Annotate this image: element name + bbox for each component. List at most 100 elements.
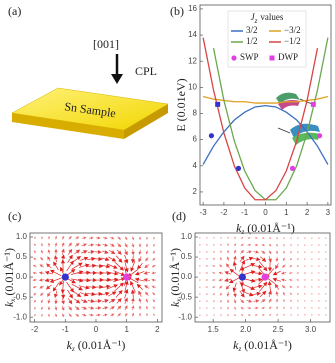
label-subscript: z — [241, 228, 245, 236]
field-arrow — [205, 257, 208, 260]
label-subscript: z — [238, 345, 242, 353]
field-arrow — [68, 305, 72, 311]
panel-a: (a) Sn Sample [001] CPL — [8, 4, 169, 139]
inset-arrow — [277, 127, 291, 134]
field-arrow — [81, 313, 87, 317]
field-arrow — [318, 244, 320, 247]
y-tick-label: 1.0 — [16, 232, 28, 241]
field-arrow — [310, 286, 313, 288]
field-arrow — [220, 307, 222, 310]
field-arrow — [213, 243, 215, 246]
direction-label: [001] — [93, 37, 119, 51]
label-unit: (0.01Å⁻¹) — [244, 338, 292, 352]
field-arrow — [324, 300, 327, 302]
y-tick-label: 10 — [188, 82, 197, 91]
field-arrow — [199, 243, 201, 246]
field-arrow — [310, 293, 313, 295]
field-arrow — [261, 306, 266, 310]
field-arrow — [88, 306, 95, 310]
field-arrow — [303, 293, 306, 295]
field-arrow — [116, 297, 122, 304]
field-arrow — [87, 250, 95, 254]
field-arrow — [47, 256, 51, 262]
field-arrow — [233, 249, 237, 254]
field-arrow — [304, 306, 306, 309]
field-arrow — [317, 279, 320, 281]
field-arrow — [47, 306, 51, 311]
field-arrow — [40, 313, 44, 317]
crossing-point — [235, 165, 242, 171]
field-arrow — [268, 256, 272, 263]
field-arrow — [275, 243, 278, 247]
field-arrow — [258, 261, 268, 272]
field-arrow — [205, 272, 208, 274]
field-arrow — [110, 313, 115, 317]
field-arrow — [318, 306, 320, 309]
x-tick-label: -2 — [31, 325, 39, 334]
field-arrow — [275, 263, 279, 270]
label-symbol: k — [236, 221, 242, 235]
field-arrow — [34, 236, 37, 240]
field-arrow — [276, 313, 278, 316]
legend-box — [227, 10, 307, 68]
field-arrow — [226, 243, 229, 247]
field-arrow — [40, 242, 44, 247]
y-tick-label: 8 — [193, 109, 198, 118]
field-arrow — [53, 261, 59, 271]
field-arrow — [213, 250, 215, 253]
field-arrow — [117, 305, 122, 311]
band-insets — [276, 92, 320, 145]
field-arrow — [74, 298, 81, 304]
field-arrow — [124, 280, 129, 293]
field-arrow — [311, 251, 313, 254]
field-arrow — [198, 258, 201, 260]
field-arrow — [206, 250, 208, 253]
field-arrow — [45, 284, 52, 290]
crossing-point — [208, 133, 215, 139]
field-arrow — [324, 279, 327, 281]
field-arrow — [247, 243, 252, 247]
field-arrow — [88, 236, 94, 240]
x-tick-label: 1.5 — [208, 325, 220, 334]
y-tick-label: 0.0 — [16, 272, 28, 281]
field-arrow — [310, 265, 313, 267]
field-arrow — [226, 256, 230, 261]
field-arrow — [79, 292, 89, 297]
field-arrow — [290, 237, 292, 240]
field-arrow — [109, 250, 116, 255]
field-arrow — [67, 298, 73, 305]
field-arrow — [66, 281, 74, 293]
field-arrow — [34, 306, 37, 310]
y-tick-label: 2 — [193, 187, 198, 196]
field-arrow — [317, 265, 320, 267]
field-arrow — [317, 300, 320, 302]
y-tick-label: 12 — [188, 56, 197, 65]
field-arrow — [61, 298, 65, 305]
field-arrow — [75, 313, 80, 317]
x-axis-label: kz (0.01Å⁻¹) — [233, 338, 292, 353]
field-arrow — [325, 313, 327, 316]
field-arrow — [260, 299, 266, 303]
field-arrow — [324, 272, 327, 274]
field-arrow — [239, 281, 245, 294]
field-arrow — [218, 278, 223, 282]
legend-marker — [269, 55, 275, 61]
field-arrow — [212, 278, 216, 282]
field-arrow — [40, 236, 44, 240]
field-arrow — [272, 270, 281, 276]
field-arrow — [311, 237, 313, 240]
field-arrow — [32, 271, 37, 275]
inset-surface — [276, 92, 300, 104]
field-arrow — [244, 292, 254, 297]
field-arrow — [130, 280, 136, 293]
field-arrow — [212, 285, 216, 288]
field-arrow — [100, 284, 111, 289]
field-arrow — [252, 257, 261, 262]
field-arrow — [40, 249, 44, 254]
band-curve — [202, 95, 329, 104]
field-arrow — [131, 312, 135, 317]
field-arrow — [124, 297, 128, 305]
field-arrow — [93, 291, 103, 297]
band-curve — [212, 37, 329, 201]
